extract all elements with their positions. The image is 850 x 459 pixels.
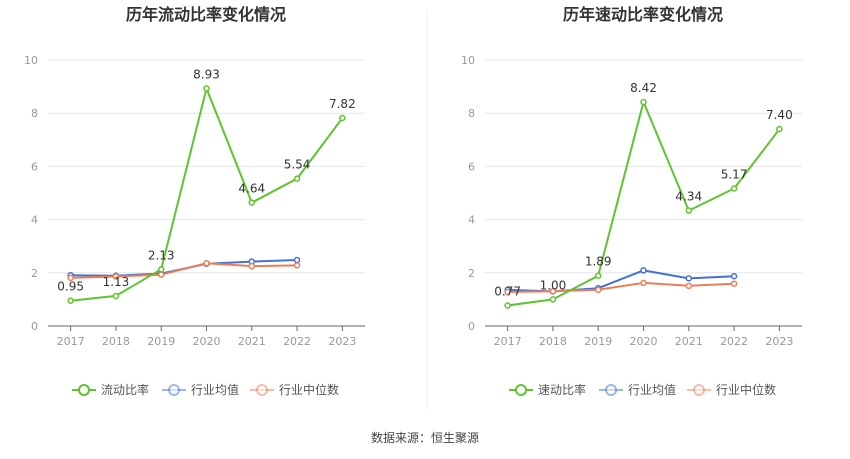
data-label: 0.95	[57, 280, 84, 294]
data-point	[640, 267, 647, 274]
chart-title: 历年速动比率变化情况	[563, 5, 723, 24]
data-label: 5.17	[721, 167, 748, 181]
y-tick-label: 10	[24, 54, 38, 67]
chart-2: 历年速动比率变化情况 0 2 4 6 8 10 2017 2018 2019 2020 2021 202…	[461, 5, 802, 397]
chart-1: 历年流动比率变化情况 0 2 4 6 8 10 2017 2018 2019 2020 2021 202…	[24, 5, 365, 397]
data-label: 1.13	[103, 275, 130, 289]
legend-marker	[256, 384, 268, 396]
legend-marker	[515, 384, 527, 396]
data-label: 1.00	[540, 278, 567, 292]
data-label: 7.82	[329, 97, 356, 111]
x-tick-label: 2022	[720, 335, 748, 348]
data-label: 1.89	[585, 255, 612, 269]
data-point	[685, 207, 693, 214]
source-text: 数据来源：恒生聚源	[371, 430, 479, 445]
x-tick-label: 2021	[675, 335, 703, 348]
data-point	[685, 282, 693, 290]
x-tick-label: 2018	[102, 335, 130, 348]
legend-label: 行业中位数	[716, 382, 776, 397]
data-point	[640, 98, 647, 106]
y-tick-label: 4	[31, 214, 38, 227]
data-point	[157, 271, 165, 278]
x-tick-label: 2021	[238, 335, 266, 348]
data-point	[776, 125, 783, 133]
y-tick-label: 8	[468, 107, 475, 120]
data-label: 2.13	[148, 248, 175, 262]
data-point	[203, 85, 210, 92]
legend-label: 行业均值	[191, 382, 239, 397]
series-line-main	[507, 101, 781, 307]
data-point	[594, 272, 602, 279]
data-point	[549, 287, 557, 295]
series-line-industry-average	[70, 259, 298, 277]
data-point	[112, 273, 120, 280]
data-label: 4.34	[675, 190, 702, 204]
series-line-main	[70, 87, 344, 302]
y-tick-label: 6	[31, 160, 38, 173]
x-tick-label: 2020	[193, 335, 221, 348]
chart-title: 历年流动比率变化情况	[126, 5, 286, 24]
legend-label: 流动比率	[101, 382, 149, 397]
y-tick-label: 8	[31, 107, 38, 120]
legend-marker	[78, 384, 90, 396]
data-point	[203, 259, 210, 267]
x-tick-label: 2022	[283, 335, 311, 348]
data-point	[248, 199, 256, 206]
data-label: 8.42	[630, 81, 657, 95]
legend-marker	[605, 384, 617, 396]
data-point	[504, 302, 511, 309]
data-point	[248, 262, 256, 270]
x-tick-label: 2019	[147, 335, 175, 348]
y-tick-label: 6	[468, 160, 475, 173]
y-tick-label: 2	[468, 267, 475, 280]
x-tick-label: 2018	[539, 335, 567, 348]
x-tick-label: 2023	[765, 335, 793, 348]
data-label: 8.93	[193, 67, 220, 81]
legend-label: 行业均值	[628, 382, 676, 397]
data-label: 5.54	[284, 158, 311, 172]
data-point	[640, 279, 647, 287]
data-label: 4.64	[238, 182, 265, 196]
data-point	[339, 114, 346, 122]
x-tick-label: 2017	[494, 335, 522, 348]
series-line-industry-median	[70, 262, 298, 279]
legend-marker	[693, 384, 705, 396]
data-label: 0.77	[494, 285, 521, 299]
x-tick-label: 2023	[328, 335, 356, 348]
data-point	[67, 297, 74, 304]
legend-marker	[168, 384, 180, 396]
x-tick-label: 2017	[57, 335, 85, 348]
data-point	[293, 256, 301, 264]
data-point	[685, 275, 693, 282]
y-tick-label: 0	[468, 320, 475, 333]
series-line-industry-median	[507, 281, 735, 293]
data-point	[157, 266, 165, 273]
y-tick-label: 10	[461, 54, 475, 67]
data-point	[112, 292, 120, 300]
legend-label: 速动比率	[538, 382, 586, 397]
data-point	[67, 274, 74, 282]
data-point	[594, 286, 602, 294]
y-tick-label: 2	[31, 267, 38, 280]
x-tick-label: 2019	[584, 335, 612, 348]
data-point	[293, 262, 301, 269]
y-tick-label: 0	[31, 320, 38, 333]
data-point	[504, 288, 511, 296]
data-point	[730, 273, 738, 280]
data-point	[730, 280, 738, 287]
data-point	[293, 175, 301, 182]
y-tick-label: 4	[468, 214, 475, 227]
legend-label: 行业中位数	[279, 382, 339, 397]
data-point	[730, 185, 738, 192]
data-point	[549, 296, 557, 303]
x-tick-label: 2020	[630, 335, 658, 348]
data-label: 7.40	[766, 108, 793, 122]
